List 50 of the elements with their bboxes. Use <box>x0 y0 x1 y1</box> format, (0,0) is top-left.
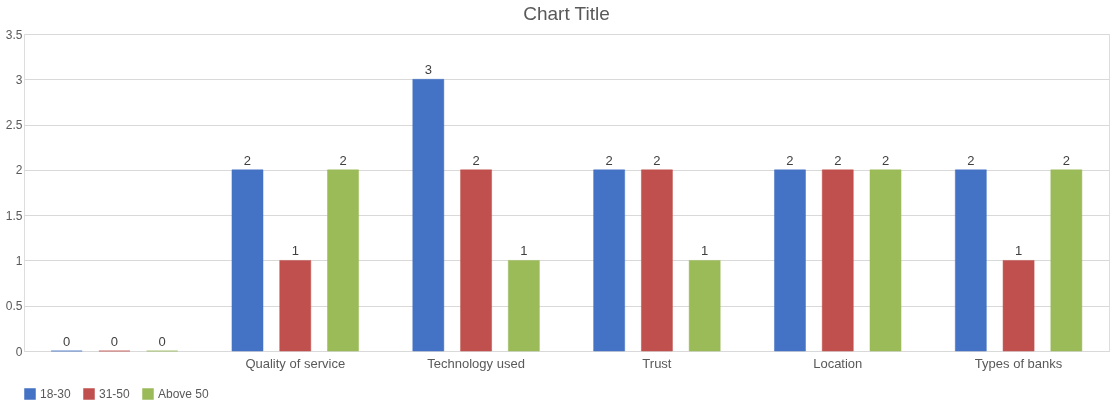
data-label: 2 <box>881 152 890 168</box>
chart-title: Chart Title <box>523 3 610 24</box>
bar <box>955 169 987 352</box>
data-label: 0 <box>63 334 71 349</box>
bar <box>231 169 264 352</box>
legend-label: 18-30 <box>40 387 72 401</box>
data-label: 1 <box>291 243 299 259</box>
data-label: 2 <box>339 152 347 168</box>
data-label: 2 <box>472 152 480 168</box>
y-tick-label: 2 <box>15 163 23 178</box>
x-tick-label: Location <box>813 355 863 371</box>
data-label: 2 <box>243 152 252 168</box>
bar <box>869 169 902 352</box>
y-tick-label: 0 <box>15 344 23 359</box>
y-tick-label: 2.5 <box>5 118 23 133</box>
data-label: 2 <box>786 152 794 168</box>
bar <box>327 169 359 352</box>
data-label: 1 <box>520 243 528 259</box>
data-label: 2 <box>967 152 975 168</box>
bar <box>1050 169 1083 352</box>
data-label: 0 <box>110 334 119 349</box>
bar <box>774 169 806 352</box>
data-label: 3 <box>424 62 432 78</box>
x-tick-label: Quality of service <box>245 355 346 371</box>
legend-label: 31-50 <box>99 387 131 401</box>
bar <box>508 260 540 352</box>
x-tick-label: Technology used <box>427 355 525 371</box>
data-label: 1 <box>701 243 709 259</box>
y-tick-label: 3 <box>15 72 23 87</box>
bar <box>1002 260 1035 352</box>
data-label: 0 <box>158 334 166 349</box>
data-label: 2 <box>834 152 842 168</box>
bar <box>412 79 445 352</box>
bar <box>593 169 625 352</box>
x-tick-label: Trust <box>642 355 672 371</box>
y-tick-label: 1 <box>15 253 23 268</box>
bar <box>688 260 721 352</box>
data-label: 2 <box>1062 152 1070 168</box>
bar <box>821 169 854 352</box>
bar <box>641 169 673 352</box>
data-label: 2 <box>605 152 613 168</box>
data-label: 2 <box>653 152 661 168</box>
data-label: 1 <box>1014 243 1023 259</box>
legend-label: Above 50 <box>158 387 210 401</box>
x-tick-label: Types of banks <box>974 355 1063 371</box>
bar <box>279 260 312 352</box>
y-tick-label: 0.5 <box>5 299 23 314</box>
y-tick-label: 1.5 <box>5 208 23 223</box>
bar <box>460 169 492 352</box>
y-tick-label: 3.5 <box>5 27 23 42</box>
